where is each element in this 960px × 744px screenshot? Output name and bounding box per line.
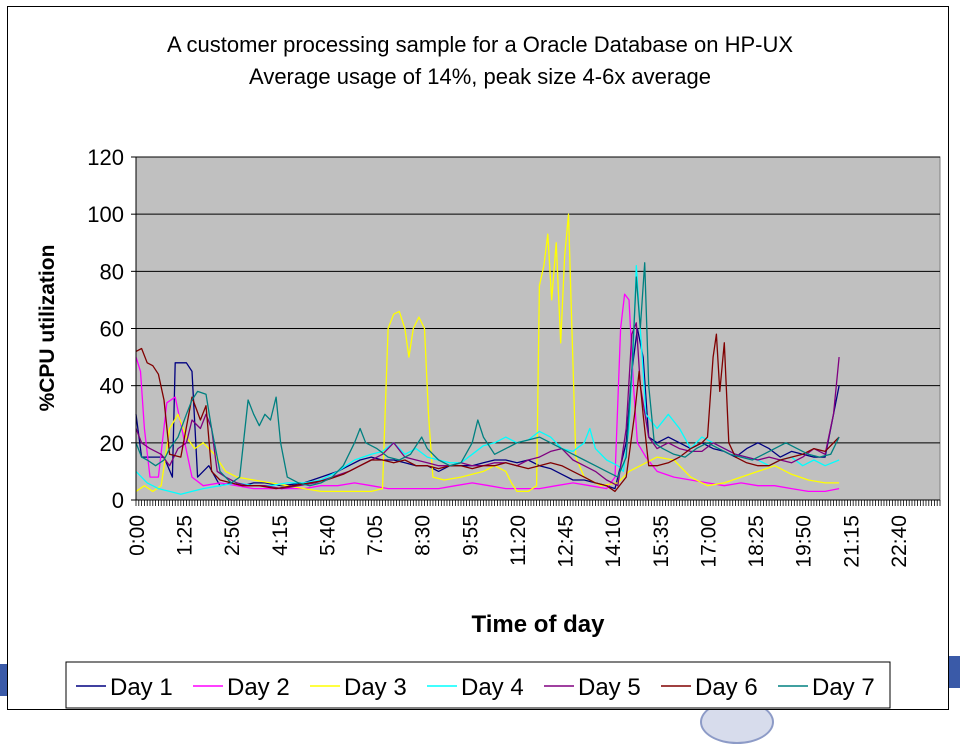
x-tick-label: 1:25 — [174, 515, 197, 556]
x-axis-label: Time of day — [472, 611, 606, 638]
chart-title: A customer processing sample for a Oracl… — [167, 32, 793, 57]
legend-label-day-2: Day 2 — [227, 674, 290, 701]
x-tick-label: 4:15 — [269, 515, 292, 556]
x-axis-tick-labels: 0:00 1:25 2:50 4:15 5:40 7:05 8:30 9:55 11:20 12:… — [126, 515, 911, 568]
x-tick-label: 17:00 — [697, 515, 720, 568]
x-tick-label: 5:40 — [316, 515, 339, 556]
legend-label-day-5: Day 5 — [578, 674, 641, 701]
x-tick-label: 22:40 — [888, 515, 911, 568]
y-tick-label: 40 — [100, 374, 124, 399]
x-tick-label: 19:50 — [793, 515, 816, 568]
x-tick-label: 0:00 — [126, 515, 149, 556]
data-series — [135, 213, 840, 495]
y-tick-label: 0 — [112, 488, 124, 513]
x-tick-label: 11:20 — [507, 515, 530, 566]
line-chart: A customer processing sample for a Oracl… — [36, 32, 941, 709]
y-tick-label: 100 — [87, 202, 124, 227]
series-line-day-7 — [135, 262, 840, 487]
x-tick-label: 14:10 — [602, 515, 625, 568]
series-line-day-6 — [135, 333, 840, 493]
y-axis-label: %CPU utilization — [36, 245, 59, 412]
legend-label-day-4: Day 4 — [461, 674, 524, 701]
legend-label-day-7: Day 7 — [812, 674, 875, 701]
x-tick-label: 8:30 — [412, 515, 435, 556]
legend-label-day-6: Day 6 — [695, 674, 758, 701]
background-band-left — [0, 664, 10, 696]
x-tick-label: 2:50 — [221, 515, 244, 556]
x-axis-tick-marks — [135, 500, 941, 506]
legend-label-day-3: Day 3 — [344, 674, 407, 701]
legend-box — [65, 661, 891, 709]
y-tick-label: 20 — [100, 431, 124, 456]
series-line-day-5 — [135, 322, 840, 490]
legend: Day 1 Day 2 Day 3 Day 4 Day 5 Day 6 Day 7 — [65, 661, 891, 709]
y-tick-label: 60 — [100, 317, 124, 342]
series-line-day-2 — [135, 293, 840, 493]
chart-subtitle: Average usage of 14%, peak size 4-6x ave… — [249, 64, 711, 89]
background-band-right — [948, 656, 960, 688]
x-tick-label: 12:45 — [555, 515, 578, 568]
y-axis-tick-labels: 0 20 40 60 80 100 120 — [87, 145, 136, 513]
x-tick-label: 7:05 — [364, 515, 387, 556]
y-tick-label: 80 — [100, 259, 124, 284]
x-tick-label: 15:35 — [650, 515, 673, 568]
legend-label-day-1: Day 1 — [110, 674, 173, 701]
x-tick-label: 9:55 — [459, 515, 482, 556]
x-tick-label: 21:15 — [840, 515, 863, 568]
y-tick-label: 120 — [87, 145, 124, 170]
x-tick-label: 18:25 — [745, 515, 768, 568]
